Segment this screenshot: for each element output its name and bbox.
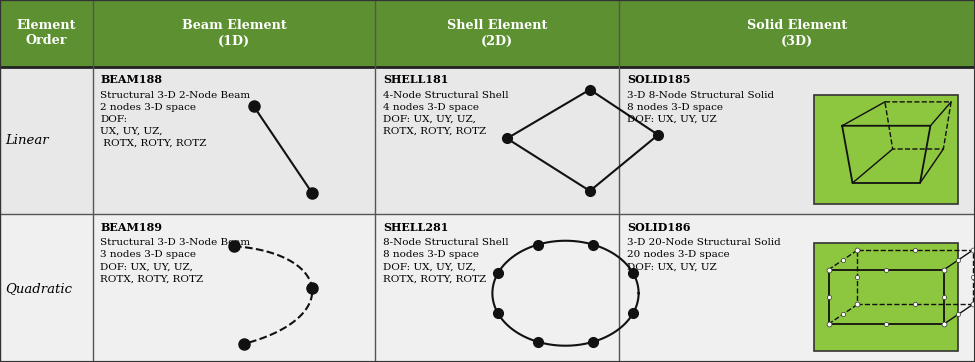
Bar [0, 67, 975, 214]
Bar [619, 0, 975, 67]
Text: SOLID185: SOLID185 [627, 74, 690, 85]
Text: Structural 3-D 3-Node Beam
3 nodes 3-D space
DOF: UX, UY, UZ,
ROTX, ROTY, ROTZ: Structural 3-D 3-Node Beam 3 nodes 3-D s… [100, 238, 251, 283]
Bar [0, 0, 93, 67]
Text: Beam Element
(1D): Beam Element (1D) [181, 20, 287, 47]
Text: Shell Element
(2D): Shell Element (2D) [448, 20, 547, 47]
Bar [375, 0, 619, 67]
Text: Solid Element
(3D): Solid Element (3D) [747, 20, 847, 47]
Text: 3-D 20-Node Structural Solid
20 nodes 3-D space
DOF: UX, UY, UZ: 3-D 20-Node Structural Solid 20 nodes 3-… [627, 238, 781, 271]
Text: Quadratic: Quadratic [5, 282, 72, 295]
Text: 8-Node Structural Shell
8 nodes 3-D space
DOF: UX, UY, UZ,
ROTX, ROTY, ROTZ: 8-Node Structural Shell 8 nodes 3-D spac… [383, 238, 509, 283]
Bar [93, 0, 375, 67]
Text: Element
Order: Element Order [17, 20, 76, 47]
Text: BEAM189: BEAM189 [100, 222, 163, 233]
Bar [0, 214, 975, 362]
Text: Linear: Linear [5, 134, 49, 147]
Bar [814, 95, 958, 203]
Text: SOLID186: SOLID186 [627, 222, 690, 233]
Text: SHELL281: SHELL281 [383, 222, 448, 233]
Text: BEAM188: BEAM188 [100, 74, 163, 85]
Text: 4-Node Structural Shell
4 nodes 3-D space
DOF: UX, UY, UZ,
ROTX, ROTY, ROTZ: 4-Node Structural Shell 4 nodes 3-D spac… [383, 90, 509, 136]
Text: SHELL181: SHELL181 [383, 74, 448, 85]
Text: 3-D 8-Node Structural Solid
8 nodes 3-D space
DOF: UX, UY, UZ: 3-D 8-Node Structural Solid 8 nodes 3-D … [627, 90, 774, 124]
Bar [814, 243, 958, 351]
Text: Structural 3-D 2-Node Beam
2 nodes 3-D space
DOF:
UX, UY, UZ,
 ROTX, ROTY, ROTZ: Structural 3-D 2-Node Beam 2 nodes 3-D s… [100, 90, 251, 148]
